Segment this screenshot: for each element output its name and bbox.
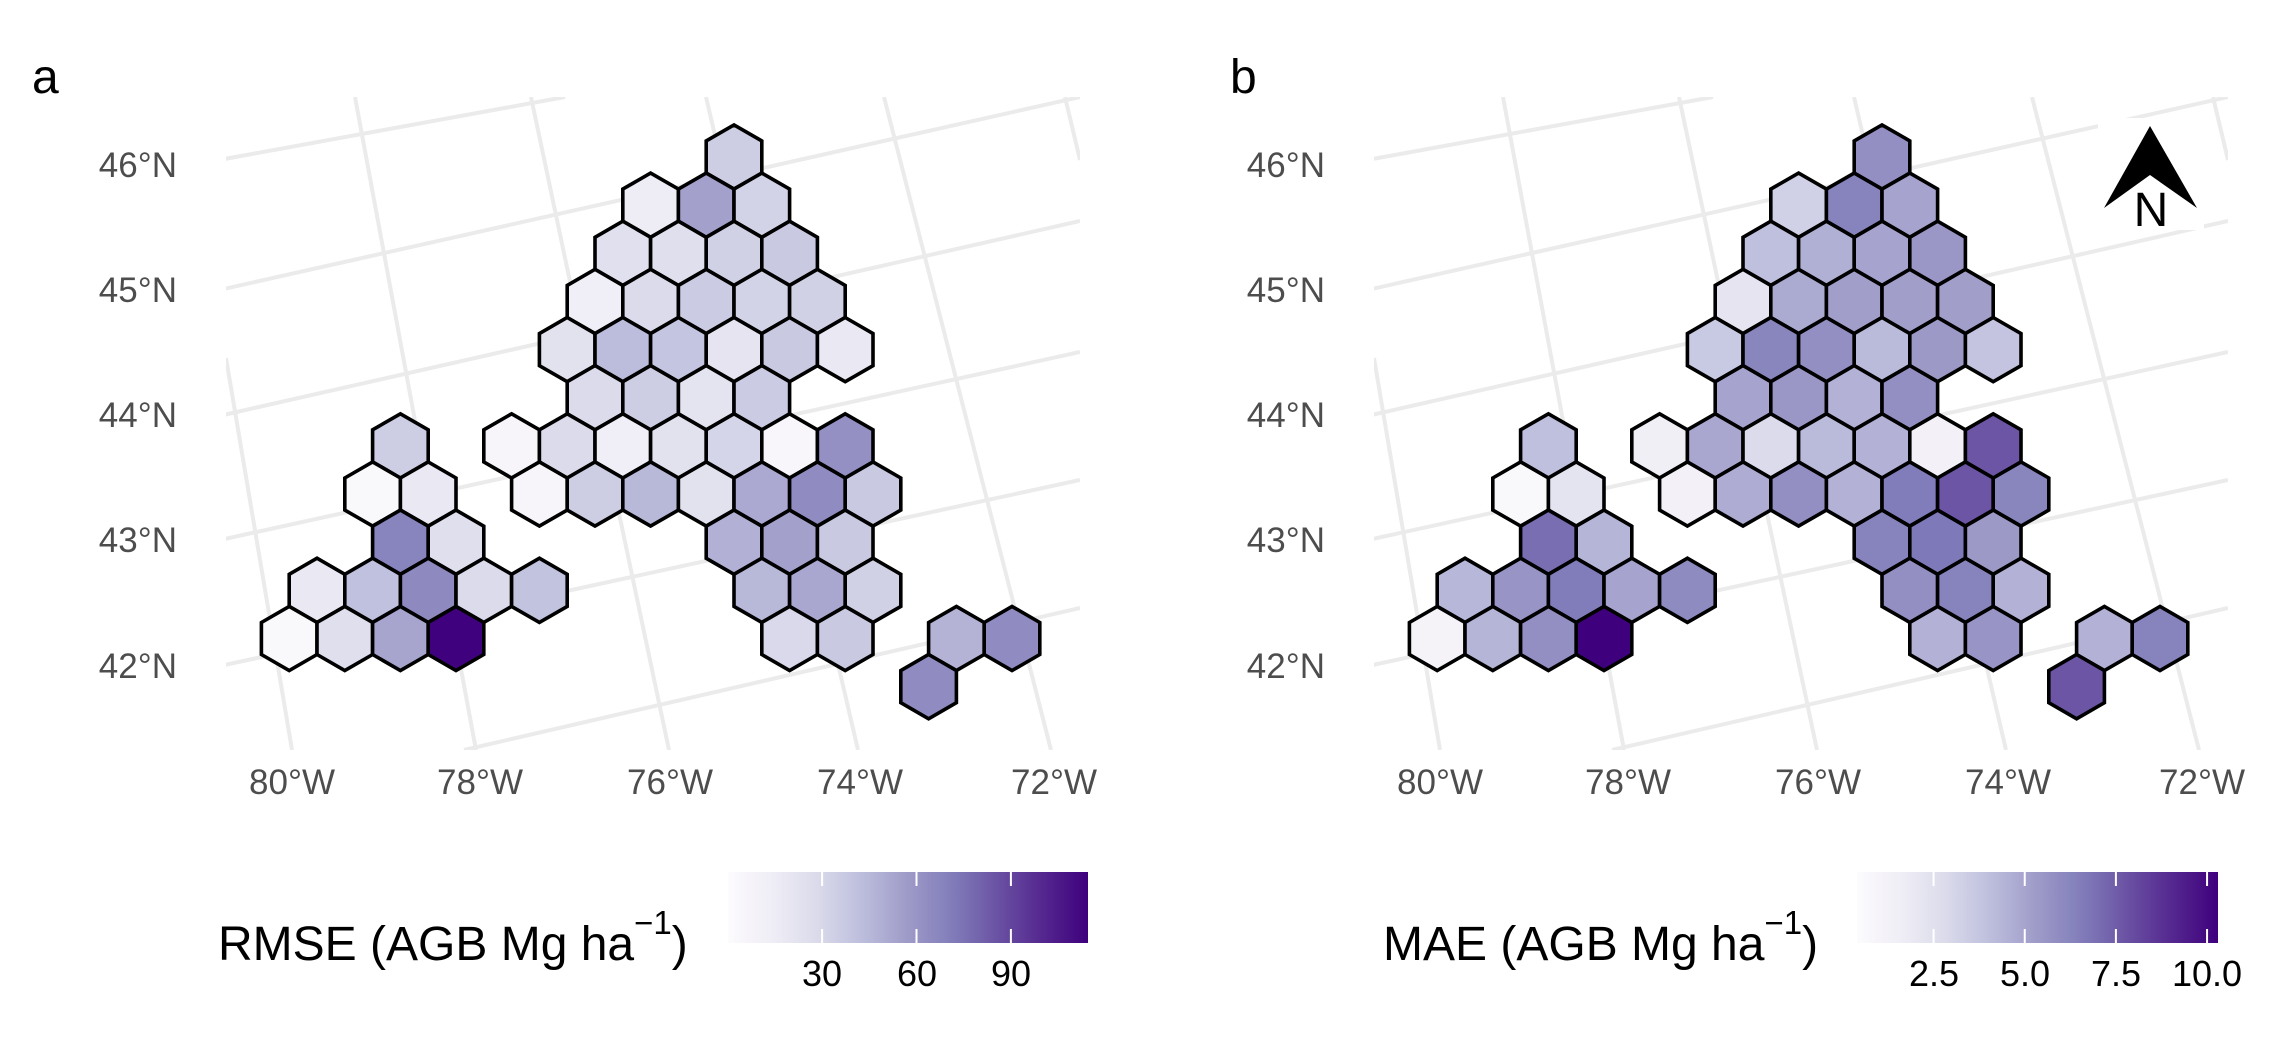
lat-label-44: 44°N xyxy=(99,396,177,435)
legend-title-sup-a: −1 xyxy=(634,904,672,941)
lat-axis-labels-b: 46°N 45°N 44°N 43°N 42°N xyxy=(1247,146,1325,686)
lat-label-44: 44°N xyxy=(1247,396,1325,435)
panel-tag-a: a xyxy=(32,51,59,104)
legend-tick-label-a-0: 30 xyxy=(802,953,842,994)
north-arrow: N xyxy=(2098,118,2204,237)
meridian-line xyxy=(226,357,294,750)
lat-label-45: 45°N xyxy=(99,271,177,310)
hex-layer-a xyxy=(259,122,1042,721)
legend-title-a: RMSE (AGB Mg ha−1) xyxy=(218,904,688,971)
legend-tick-label-a-2: 90 xyxy=(991,953,1031,994)
north-arrow-icon xyxy=(2104,126,2197,208)
lon-label-80: 80°W xyxy=(1397,763,1483,802)
hex-cell xyxy=(1963,604,2023,673)
lon-label-76: 76°W xyxy=(1775,763,1861,802)
hex-cell xyxy=(1463,604,1523,673)
parallel-line xyxy=(1374,97,1714,161)
lon-axis-labels-a: 80°W 78°W 76°W 74°W 72°W xyxy=(249,763,1097,802)
colorbar-b xyxy=(1857,872,2218,943)
legend-tick-label-b-3: 10.0 xyxy=(2172,953,2242,994)
hex-cell xyxy=(982,604,1042,673)
hex-cell xyxy=(565,459,625,529)
hex-cell xyxy=(509,556,570,625)
hex-cell xyxy=(1518,604,1578,673)
legend-tick-label-b-0: 2.5 xyxy=(1909,953,1959,994)
legend-tick-label-a-1: 60 xyxy=(897,953,937,994)
hex-cell xyxy=(2047,652,2107,721)
lat-label-42: 42°N xyxy=(1247,647,1325,686)
hex-cell xyxy=(898,652,959,721)
hex-layer-b xyxy=(1407,122,2190,721)
hex-cell xyxy=(1963,315,2023,384)
lat-axis-labels-a: 46°N 45°N 44°N 43°N 42°N xyxy=(99,146,177,686)
legend-title-sup-b: −1 xyxy=(1764,904,1802,941)
hex-cell xyxy=(620,459,681,529)
legend-title-close-b: ) xyxy=(1802,918,1818,971)
colorbar-a xyxy=(728,872,1088,943)
legend-a: RMSE (AGB Mg ha−1) 30 60 90 xyxy=(218,872,1088,994)
meridian-line xyxy=(1063,97,1080,161)
lon-label-72: 72°W xyxy=(1011,763,1097,802)
hex-cell xyxy=(1657,556,1717,625)
lon-label-78: 78°W xyxy=(1585,763,1671,802)
hex-cell xyxy=(1574,604,1634,673)
lon-label-78: 78°W xyxy=(437,763,523,802)
hex-cell xyxy=(315,604,375,673)
hex-cell xyxy=(1657,459,1717,529)
hex-cell xyxy=(426,604,486,673)
legend-title-b: MAE (AGB Mg ha−1) xyxy=(1383,904,1818,971)
hex-cell xyxy=(1407,604,1467,673)
legend-tick-label-b-1: 5.0 xyxy=(2000,953,2050,994)
lon-label-80: 80°W xyxy=(249,763,335,802)
legend-tick-label-b-2: 7.5 xyxy=(2091,953,2141,994)
lat-label-43: 43°N xyxy=(1247,521,1325,560)
legend-title-main-b: MAE (AGB Mg ha xyxy=(1383,918,1765,971)
colorbar-ticks-a xyxy=(821,872,1012,943)
panel-b: b 46°N 45°N 44°N 43°N 42°N 80°W 78°W 76°… xyxy=(1230,51,2245,994)
hex-cell xyxy=(509,459,570,529)
hex-cell xyxy=(815,604,875,673)
panel-tag-b: b xyxy=(1230,51,1257,104)
hex-cell xyxy=(1713,459,1773,529)
hex-cell xyxy=(1769,459,1829,529)
lat-label-45: 45°N xyxy=(1247,271,1325,310)
legend-title-main-a: RMSE (AGB Mg ha xyxy=(218,918,634,971)
legend-title-close-a: ) xyxy=(672,918,688,971)
lat-label-46: 46°N xyxy=(99,146,177,185)
lon-label-74: 74°W xyxy=(1965,763,2051,802)
hex-cell xyxy=(1908,604,1968,673)
lon-label-74: 74°W xyxy=(817,763,903,802)
hex-cell xyxy=(815,315,875,384)
lat-label-42: 42°N xyxy=(99,647,177,686)
parallel-line xyxy=(226,97,566,161)
lon-axis-labels-b: 80°W 78°W 76°W 74°W 72°W xyxy=(1397,763,2245,802)
meridian-line xyxy=(1374,357,1442,750)
north-arrow-label: N xyxy=(2134,184,2169,237)
lat-label-46: 46°N xyxy=(1247,146,1325,185)
hex-cell xyxy=(2130,604,2190,673)
hex-cell xyxy=(759,604,820,673)
hex-cell xyxy=(370,604,431,673)
lat-label-43: 43°N xyxy=(99,521,177,560)
lon-label-72: 72°W xyxy=(2159,763,2245,802)
hex-cell xyxy=(259,604,319,673)
panel-a: a 46°N 45°N 44°N 43°N 42°N 80°W 78°W 76°… xyxy=(32,51,1097,994)
lon-label-76: 76°W xyxy=(627,763,713,802)
legend-b: MAE (AGB Mg ha−1) 2.5 5.0 7.5 10.0 xyxy=(1383,872,2242,994)
meridian-line xyxy=(2211,97,2228,161)
colorbar-ticks-b xyxy=(1932,872,2209,943)
